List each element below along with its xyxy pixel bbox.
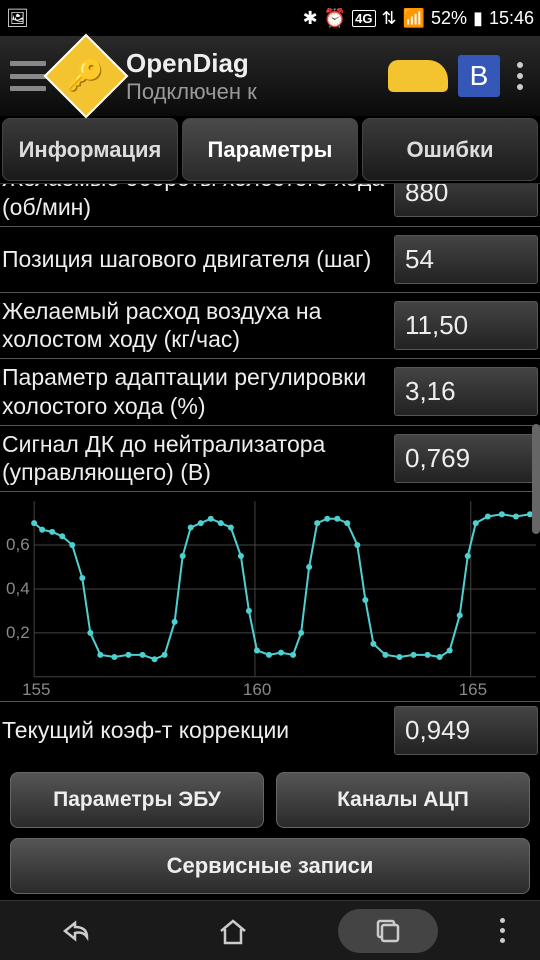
param-value: 880	[394, 184, 538, 217]
tab-errors[interactable]: Ошибки	[362, 118, 538, 181]
app-name: OpenDiag	[126, 48, 378, 79]
param-row[interactable]: Позиция шагового двигателя (шаг) 54	[0, 227, 540, 293]
updown-icon: ⇅	[382, 8, 397, 29]
svg-text:0,6: 0,6	[6, 535, 30, 554]
param-row[interactable]: Желаемые обороты холостого хода (об/мин)…	[0, 184, 540, 227]
battery-icon: ▮	[473, 8, 483, 29]
svg-text:0,2: 0,2	[6, 623, 30, 642]
nav-bar	[0, 900, 540, 960]
param-row[interactable]: Желаемый расход воздуха на холостом ходу…	[0, 293, 540, 360]
svg-text:155: 155	[22, 680, 50, 697]
param-label: Параметр адаптации регулировки холостого…	[2, 363, 394, 421]
param-value: 3,16	[394, 367, 538, 416]
param-value: 11,50	[394, 301, 538, 350]
param-label: Сигнал ДК до нейтрализатора (управляющег…	[2, 430, 394, 488]
content-area: Желаемые обороты холостого хода (об/мин)…	[0, 184, 540, 802]
param-label: Текущий коэф-т коррекции	[2, 716, 394, 745]
param-value: 54	[394, 235, 538, 284]
scrollbar[interactable]	[532, 424, 540, 534]
svg-text:160: 160	[243, 680, 271, 697]
alarm-icon: ⏰	[324, 8, 346, 29]
connection-status: Подключен к	[126, 79, 378, 105]
overflow-menu[interactable]	[510, 62, 530, 90]
clock: 15:46	[489, 8, 534, 29]
network-icon: 4G	[352, 10, 375, 27]
car-icon[interactable]	[388, 60, 448, 92]
gallery-icon: 🖼	[6, 8, 29, 29]
app-logo: 🔑	[44, 34, 129, 119]
svg-text:0,4: 0,4	[6, 579, 30, 598]
signal-icon: 📶	[403, 8, 425, 29]
bluetooth-icon: ✱	[303, 8, 318, 29]
menu-button[interactable]	[10, 61, 46, 91]
bluetooth-button[interactable]: B	[458, 55, 500, 97]
param-row[interactable]: Текущий коэф-т коррекции 0,949	[0, 702, 540, 759]
svg-text:165: 165	[459, 680, 487, 697]
bottom-buttons: Параметры ЭБУ Каналы АЦП Сервисные запис…	[0, 766, 540, 900]
home-button[interactable]	[183, 909, 283, 953]
adc-channels-button[interactable]: Каналы АЦП	[276, 772, 530, 828]
service-records-button[interactable]: Сервисные записи	[10, 838, 530, 894]
battery-percent: 52%	[431, 8, 467, 29]
param-value: 0,949	[394, 706, 538, 755]
status-bar: 🖼 ✱ ⏰ 4G ⇅ 📶 52% ▮ 15:46	[0, 0, 540, 36]
param-label: Желаемый расход воздуха на холостом ходу…	[2, 297, 394, 355]
app-header: 🔑 OpenDiag Подключен к B	[0, 36, 540, 116]
param-row[interactable]: Сигнал ДК до нейтрализатора (управляющег…	[0, 426, 540, 493]
param-row[interactable]: Параметр адаптации регулировки холостого…	[0, 359, 540, 426]
recent-button[interactable]	[338, 909, 438, 953]
signal-chart[interactable]: 0,6 0,4 0,2 155 160 165	[0, 492, 540, 702]
param-value: 0,769	[394, 434, 538, 483]
ecu-params-button[interactable]: Параметры ЭБУ	[10, 772, 264, 828]
nav-menu[interactable]	[493, 918, 513, 943]
param-label: Желаемые обороты холостого хода (об/мин)	[2, 184, 394, 222]
tab-params[interactable]: Параметры	[182, 118, 358, 181]
tab-bar: Информация Параметры Ошибки	[0, 116, 540, 184]
param-label: Позиция шагового двигателя (шаг)	[2, 245, 394, 274]
tab-info[interactable]: Информация	[2, 118, 178, 181]
back-button[interactable]	[28, 909, 128, 953]
